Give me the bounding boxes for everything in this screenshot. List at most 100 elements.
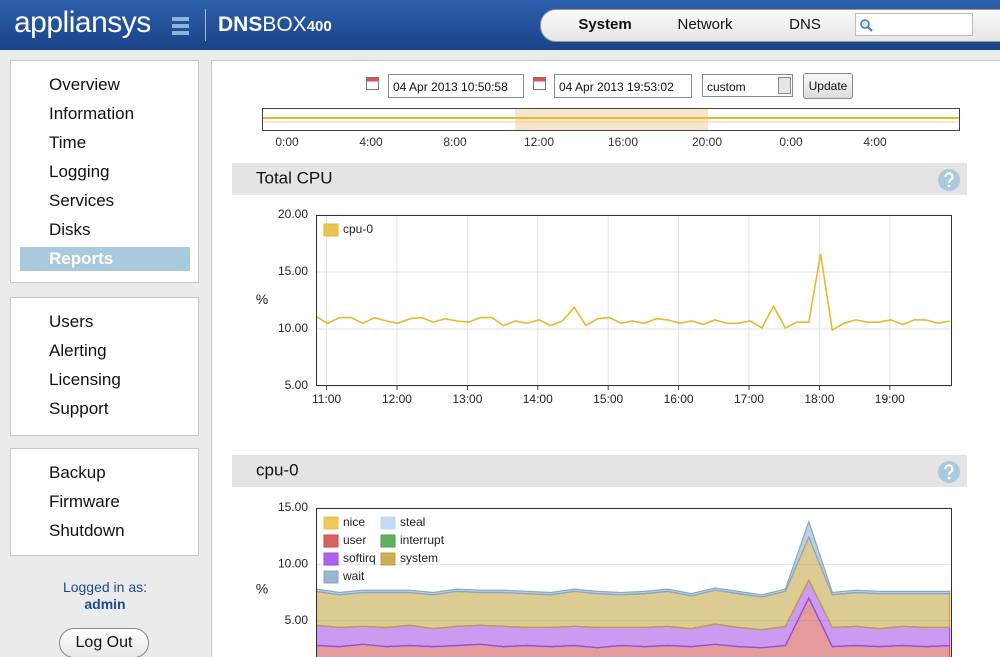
legend-swatch	[323, 570, 339, 584]
legend-swatch	[323, 552, 339, 566]
brand: appliansys	[14, 6, 151, 39]
y-tick-label: 20.00	[278, 207, 308, 221]
data-line	[315, 253, 950, 332]
sidebar-item[interactable]: Disks	[49, 220, 91, 239]
legend-swatch	[380, 534, 396, 548]
data-area	[316, 519, 951, 598]
sidebar-item[interactable]: Services	[49, 191, 115, 210]
x-tick-label: 19:00	[875, 392, 905, 406]
logo-bar	[172, 31, 189, 35]
legend-label: user	[343, 533, 366, 547]
legend-swatch	[323, 223, 339, 237]
help-icon[interactable]	[938, 169, 960, 191]
legend-swatch	[380, 516, 396, 530]
sidebar-group	[10, 297, 199, 436]
legend-label: nice	[343, 515, 365, 529]
plot-frame	[316, 215, 952, 386]
search-box[interactable]	[855, 13, 973, 36]
x-tick-label: 15:00	[593, 392, 623, 406]
nav-item[interactable]: System	[578, 16, 632, 33]
sidebar-group	[10, 60, 199, 283]
update-button[interactable]: Update	[803, 73, 853, 99]
timeline-label: 0:00	[275, 135, 299, 149]
legend-label: cpu-0	[343, 222, 373, 236]
y-tick-label: 15.00	[278, 264, 308, 278]
help-glyph	[944, 464, 954, 476]
sidebar-item[interactable]: Alerting	[49, 341, 107, 360]
section-header	[232, 455, 967, 487]
product: DNS BOX 400	[218, 13, 332, 37]
x-tick-label: 13:00	[452, 392, 482, 406]
y-axis-label: %	[256, 581, 268, 597]
calendar-icon[interactable]	[533, 77, 546, 90]
selected-highlight	[20, 247, 190, 271]
select-arrow	[778, 77, 791, 94]
timeline-label: 4:00	[359, 135, 383, 149]
legend-label: steal	[400, 515, 425, 529]
y-tick-label: 15.00	[278, 500, 308, 514]
timeline-label: 0:00	[779, 135, 803, 149]
sidebar-item[interactable]: Firmware	[49, 492, 120, 511]
legend-swatch	[323, 534, 339, 548]
header: appliansys DNS BOX 400 System Network DNS	[0, 0, 1000, 50]
nav-item[interactable]: Network	[677, 16, 733, 33]
sidebar-item[interactable]: Information	[49, 104, 135, 123]
calendar-icon[interactable]	[366, 77, 379, 90]
legend-swatch	[323, 516, 339, 530]
timeline-label: 16:00	[608, 135, 638, 149]
sidebar-item[interactable]: Reports	[49, 249, 114, 268]
timeline-label: 8:00	[443, 135, 467, 149]
model: 400	[306, 18, 332, 35]
sidebar-item[interactable]: Backup	[49, 463, 106, 482]
x-tick-label: 16:00	[664, 392, 694, 406]
product-name: DNS	[218, 13, 263, 36]
plot-background	[316, 215, 952, 386]
y-tick-label: 5.00	[285, 378, 309, 392]
legend-label: wait	[342, 569, 365, 583]
sidebar-group	[10, 448, 199, 556]
x-tick-label: 18:00	[804, 392, 834, 406]
timeline-label: 4:00	[863, 135, 887, 149]
legend-label: system	[400, 551, 438, 565]
logo-bar	[172, 17, 189, 21]
legend-label: softirq	[343, 551, 376, 565]
help-dot	[947, 184, 951, 188]
sidebar-item[interactable]: Shutdown	[49, 521, 125, 540]
y-tick-label: 10.00	[278, 557, 308, 571]
plot-frame	[316, 508, 952, 657]
nav-item[interactable]: DNS	[789, 16, 821, 33]
sidebar-item[interactable]: Users	[49, 312, 94, 331]
timeline-label: 20:00	[692, 135, 722, 149]
y-tick-label: 5.00	[285, 613, 309, 627]
login-user: admin	[84, 596, 126, 612]
start-input[interactable]: 04 Apr 2013 10:50:58	[388, 74, 524, 98]
section-title: cpu-0	[256, 460, 299, 479]
section-title: Total CPU	[256, 168, 333, 187]
sidebar-item[interactable]: Support	[49, 399, 109, 418]
y-axis-label: %	[256, 291, 268, 307]
sidebar-item[interactable]: Time	[49, 133, 87, 152]
x-tick-label: 14:00	[523, 392, 553, 406]
range-select[interactable]: custom	[702, 74, 793, 97]
x-tick-label: 17:00	[734, 392, 764, 406]
end-input[interactable]: 04 Apr 2013 19:53:02	[554, 74, 692, 98]
legend-label: interrupt	[400, 533, 445, 547]
sidebar-item[interactable]: Overview	[49, 75, 120, 94]
logo-bar	[172, 24, 189, 28]
search-icon	[860, 19, 873, 32]
separator	[205, 9, 206, 41]
logout-button[interactable]: Log Out	[59, 628, 149, 657]
sidebar-item[interactable]: Licensing	[49, 370, 121, 389]
section-header	[232, 163, 967, 195]
timeline-selection	[515, 109, 708, 130]
login-label: Logged in as:	[62, 579, 148, 595]
x-tick-label: 12:00	[382, 392, 412, 406]
x-tick-label: 11:00	[312, 392, 341, 406]
sidebar-item[interactable]: Logging	[49, 162, 110, 181]
help-icon[interactable]	[938, 461, 960, 483]
legend-swatch	[380, 552, 396, 566]
timeline-label: 12:00	[524, 135, 554, 149]
